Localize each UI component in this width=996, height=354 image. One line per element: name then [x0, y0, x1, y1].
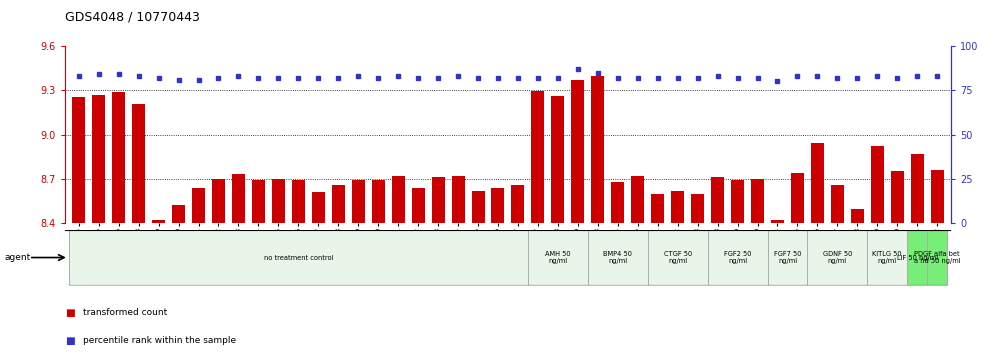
Bar — [212, 179, 225, 223]
Text: agent: agent — [5, 253, 31, 262]
Bar — [930, 170, 943, 223]
Bar — [512, 185, 525, 223]
Bar — [391, 176, 404, 223]
Bar — [890, 171, 903, 223]
Bar — [292, 179, 305, 223]
Text: percentile rank within the sample: percentile rank within the sample — [83, 336, 236, 345]
Bar — [451, 176, 464, 223]
Bar — [711, 177, 724, 223]
Text: ■: ■ — [65, 308, 75, 318]
Bar — [152, 220, 165, 223]
Text: PDGF alfa bet
a hd 50 ng/ml: PDGF alfa bet a hd 50 ng/ml — [914, 251, 960, 264]
Bar — [612, 182, 624, 223]
Bar — [232, 174, 245, 223]
Text: GDS4048 / 10770443: GDS4048 / 10770443 — [65, 11, 199, 24]
Bar — [431, 177, 444, 223]
Bar — [927, 230, 947, 285]
Bar — [352, 179, 365, 223]
Bar — [532, 91, 545, 223]
Bar — [707, 230, 768, 285]
Text: LIF 50 ng/ml: LIF 50 ng/ml — [896, 255, 938, 261]
Text: AMH 50
ng/ml: AMH 50 ng/ml — [545, 251, 571, 264]
Bar — [771, 220, 784, 223]
Bar — [132, 104, 145, 223]
Bar — [572, 80, 585, 223]
Text: FGF7 50
ng/ml: FGF7 50 ng/ml — [774, 251, 801, 264]
Bar — [588, 230, 647, 285]
Bar — [811, 143, 824, 223]
Bar — [113, 92, 125, 223]
Bar — [831, 185, 844, 223]
Bar — [871, 145, 883, 223]
Bar — [647, 230, 707, 285]
Bar — [471, 190, 484, 223]
Bar — [411, 188, 424, 223]
Text: CTGF 50
ng/ml: CTGF 50 ng/ml — [663, 251, 692, 264]
Text: transformed count: transformed count — [83, 308, 167, 317]
Bar — [907, 230, 927, 285]
Text: no treatment control: no treatment control — [264, 255, 333, 261]
Bar — [272, 179, 285, 223]
Text: GDNF 50
ng/ml: GDNF 50 ng/ml — [823, 251, 852, 264]
Text: FGF2 50
ng/ml: FGF2 50 ng/ml — [724, 251, 751, 264]
Bar — [768, 230, 808, 285]
Bar — [691, 194, 704, 223]
Bar — [93, 95, 106, 223]
Bar — [851, 209, 864, 223]
Bar — [751, 179, 764, 223]
Bar — [631, 176, 644, 223]
Bar — [491, 188, 504, 223]
Bar — [791, 173, 804, 223]
Bar — [172, 205, 185, 223]
Text: ■: ■ — [65, 336, 75, 346]
Bar — [910, 154, 923, 223]
Bar — [651, 194, 664, 223]
Bar — [372, 179, 384, 223]
Text: BMP4 50
ng/ml: BMP4 50 ng/ml — [604, 251, 632, 264]
Bar — [312, 192, 325, 223]
Bar — [671, 190, 684, 223]
Bar — [808, 230, 868, 285]
Bar — [731, 180, 744, 223]
Text: KITLG 50
ng/ml: KITLG 50 ng/ml — [872, 251, 902, 264]
Bar — [69, 230, 528, 285]
Bar — [528, 230, 588, 285]
Bar — [332, 185, 345, 223]
Bar — [73, 97, 86, 223]
Bar — [252, 179, 265, 223]
Bar — [592, 76, 605, 223]
Bar — [868, 230, 907, 285]
Bar — [192, 188, 205, 223]
Bar — [552, 97, 565, 223]
